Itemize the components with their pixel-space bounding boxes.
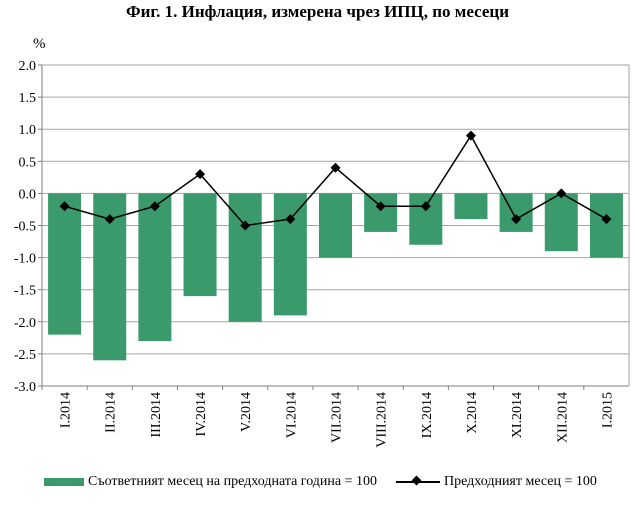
line-point [149, 201, 160, 212]
x-tick-label: III.2014 [149, 392, 164, 438]
x-tick-label: VII.2014 [330, 392, 345, 443]
x-tick-label: XI.2014 [510, 392, 525, 438]
y-tick-label: -2.5 [14, 348, 36, 363]
bar [48, 193, 82, 335]
line-point [556, 188, 567, 199]
x-tick-label: II.2014 [104, 392, 119, 433]
line-point [465, 130, 476, 141]
y-tick-label: 0.0 [19, 187, 37, 202]
line-point [240, 220, 251, 231]
bar [228, 193, 262, 322]
x-tick-label: XII.2014 [555, 392, 570, 443]
bar [138, 193, 172, 342]
legend-item-bars: Съответният месец на предходната година … [44, 474, 377, 490]
y-tick-label: 2.0 [19, 59, 37, 74]
x-tick-label: IX.2014 [420, 392, 435, 438]
legend-label-line: Предходният месец = 100 [444, 474, 597, 489]
line-point [375, 201, 386, 212]
x-tick-label: X.2014 [465, 392, 480, 434]
y-tick-label: 1.0 [19, 123, 37, 138]
legend-line-swatch [396, 475, 440, 489]
legend-bar-swatch [44, 478, 84, 486]
chart-title: Фиг. 1. Инфлация, измерена чрез ИПЦ, по … [125, 2, 510, 21]
line-point [59, 201, 70, 212]
bar [319, 193, 352, 258]
x-tick-label: V.2014 [239, 392, 254, 432]
bar [589, 193, 623, 258]
x-tick-label: I.2014 [59, 392, 74, 428]
y-tick-label: -3.0 [14, 380, 36, 395]
line-point [104, 214, 115, 225]
chart-canvas: 2.0 1.5 1.0 0.5 0.0 -0.5 -1.0 -1.5 -2.0 -2.5 -3.0 I… [14, 59, 630, 448]
line-point [420, 201, 431, 212]
x-tick-label: VIII.2014 [375, 392, 390, 448]
line-point [285, 214, 296, 225]
legend-label-bars: Съответният месец на предходната година … [88, 474, 378, 489]
y-tick-label: 0.5 [19, 155, 37, 170]
x-tick-label: VI.2014 [284, 392, 299, 438]
legend: Съответният месец на предходната година … [44, 474, 624, 492]
bar [454, 193, 488, 220]
y-axis-unit: % [33, 36, 46, 52]
y-tick-label: -2.0 [14, 316, 36, 331]
y-tick-label: 1.5 [19, 91, 37, 106]
x-tick-label: I.2015 [600, 392, 615, 428]
legend-item-line: Предходният месец = 100 [396, 474, 597, 490]
bar [273, 193, 307, 316]
line-point [601, 214, 612, 225]
line-point [511, 214, 522, 225]
line-point [330, 162, 341, 173]
bar [409, 193, 443, 245]
line-point [195, 169, 206, 180]
y-tick-label: -1.0 [14, 252, 36, 267]
bar [183, 193, 217, 297]
x-tick-label: IV.2014 [194, 392, 209, 436]
bar [544, 193, 578, 252]
y-tick-label: -0.5 [14, 220, 36, 235]
y-tick-label: -1.5 [14, 284, 36, 299]
bar [364, 193, 398, 232]
